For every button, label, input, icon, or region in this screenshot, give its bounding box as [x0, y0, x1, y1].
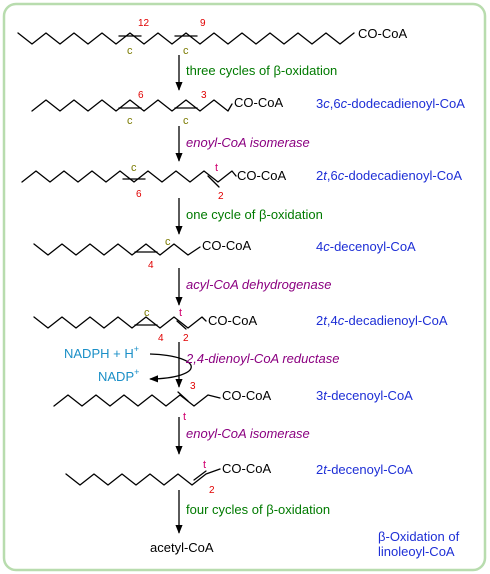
position-number: 2 — [183, 333, 189, 344]
double-bond-3 — [177, 391, 189, 402]
position-number: 4 — [148, 260, 154, 271]
molecule-2t6c-dodecadienoyl-coa: CO-CoA c 6 t 2 2t,6c-dodecadienoyl-CoA — [21, 162, 462, 202]
product-acetyl-coa: acetyl-CoA — [150, 540, 214, 555]
compound-name: 2t-decenoyl-CoA — [316, 462, 413, 477]
double-bond-2 — [176, 320, 187, 330]
position-number: 2 — [209, 485, 215, 496]
molecule-2t4c-decadienoyl-coa: CO-CoA c 4 t 2 2t,4c-decadienoyl-CoA — [33, 307, 448, 344]
coa-group: CO-CoA — [222, 461, 271, 476]
cis-mark: c — [165, 236, 171, 248]
step-enoyl-coa-isomerase: enoyl-CoA isomerase — [186, 135, 310, 150]
double-bond-2 — [207, 175, 220, 188]
cis-mark: c — [127, 45, 133, 57]
coa-group: CO-CoA — [234, 95, 283, 110]
coa-group: CO-CoA — [237, 168, 286, 183]
double-bond-2 — [193, 470, 207, 481]
molecule-linoleoyl-coa: CO-CoA 12 9 c c — [17, 18, 407, 57]
molecule-2t-decenoyl-coa: CO-CoA t 2 2t-decenoyl-CoA — [65, 459, 413, 496]
position-number: 3 — [190, 381, 196, 392]
cofactor-nadp: NADP+ — [98, 367, 139, 384]
position-number: 6 — [138, 90, 144, 101]
coa-group: CO-CoA — [208, 313, 257, 328]
molecule-3c6c-dodecadienoyl-coa: CO-CoA 6 3 c c 3c,6c-dodecadienoyl-CoA — [31, 90, 465, 127]
caption-line-1: β-Oxidation of — [378, 529, 460, 544]
coa-group: CO-CoA — [222, 388, 271, 403]
position-number: 6 — [136, 189, 142, 200]
caption-line-2: linoleoyl-CoA — [378, 544, 455, 559]
compound-name: 3c,6c-dodecadienoyl-CoA — [316, 96, 465, 111]
position-number: 12 — [138, 18, 150, 29]
cis-mark: c — [144, 307, 150, 319]
step-enoyl-coa-isomerase-2: enoyl-CoA isomerase — [186, 426, 310, 441]
molecule-3t-decenoyl-coa: CO-CoA 3 t 3t-decenoyl-CoA — [53, 381, 413, 423]
trans-mark: t — [203, 459, 206, 471]
compound-name: 4c-decenoyl-CoA — [316, 239, 416, 254]
step-dienoyl-coa-reductase: 2,4-dienoyl-CoA reductase — [185, 351, 339, 366]
trans-mark: t — [179, 307, 182, 319]
trans-mark: t — [183, 411, 186, 423]
cis-mark: c — [131, 162, 137, 174]
trans-mark: t — [215, 162, 218, 174]
compound-name: 3t-decenoyl-CoA — [316, 388, 413, 403]
position-number: 9 — [200, 18, 206, 29]
compound-name: 2t,4c-decadienoyl-CoA — [316, 313, 448, 328]
cis-mark: c — [183, 115, 189, 127]
cis-mark: c — [127, 115, 133, 127]
coa-group: CO-CoA — [358, 26, 407, 41]
cofactor-arrow — [149, 353, 192, 383]
coa-group: CO-CoA — [202, 238, 251, 253]
step-acyl-coa-dehydrogenase: acyl-CoA dehydrogenase — [186, 277, 332, 292]
step-four-cycles-beta-oxidation: four cycles of β-oxidation — [186, 502, 330, 517]
position-number: 4 — [158, 333, 164, 344]
cis-mark: c — [183, 45, 189, 57]
molecule-4c-decenoyl-coa: CO-CoA c 4 4c-decenoyl-CoA — [33, 236, 416, 271]
compound-name: 2t,6c-dodecadienoyl-CoA — [316, 168, 462, 183]
position-number: 2 — [218, 191, 224, 202]
position-number: 3 — [201, 90, 207, 101]
cofactor-nadph: NADPH + H+ — [64, 344, 139, 361]
step-one-cycle-beta-oxidation: one cycle of β-oxidation — [186, 207, 323, 222]
step-three-cycles-beta-oxidation: three cycles of β-oxidation — [186, 63, 337, 78]
